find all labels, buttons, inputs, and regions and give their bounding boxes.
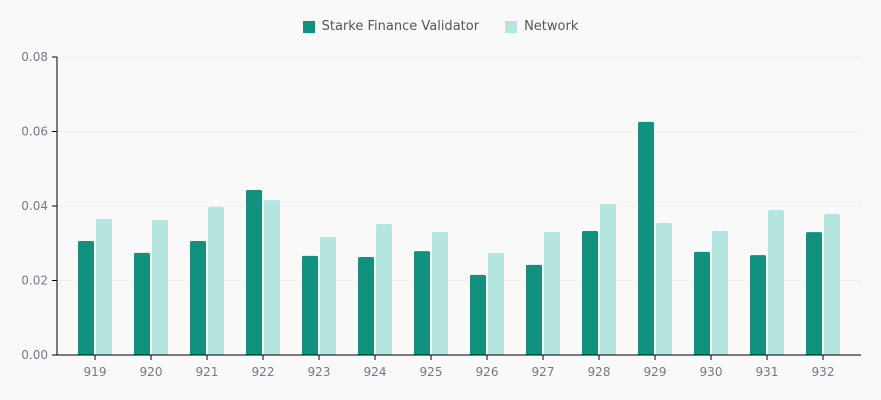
bar-validator-926 — [470, 274, 486, 355]
bar-validator-924 — [358, 257, 374, 355]
bar-validator-930 — [694, 251, 710, 355]
bar-network-923 — [320, 236, 336, 355]
bar-network-925 — [432, 232, 448, 355]
x-tick-label: 919 — [84, 365, 107, 379]
x-tick-label: 925 — [420, 365, 443, 379]
bar-validator-919 — [78, 241, 94, 355]
bar-network-920 — [152, 220, 168, 355]
bar-network-930 — [712, 230, 728, 355]
bar-validator-928 — [582, 230, 598, 355]
bar-network-919 — [96, 219, 112, 355]
x-tick-label: 929 — [644, 365, 667, 379]
bar-network-929 — [656, 223, 672, 355]
bar-validator-923 — [302, 255, 318, 355]
legend-item-network[interactable]: Network — [505, 19, 578, 34]
bar-network-921 — [208, 207, 224, 355]
x-tick-label: 922 — [252, 365, 275, 379]
x-tick-label: 921 — [196, 365, 219, 379]
x-tick-label: 924 — [364, 365, 387, 379]
bar-network-927 — [544, 232, 560, 355]
bar-validator-932 — [806, 232, 822, 355]
bar-validator-931 — [750, 255, 766, 355]
bar-network-932 — [824, 213, 840, 355]
bar-validator-922 — [246, 189, 262, 355]
bar-network-924 — [376, 223, 392, 355]
x-tick-label: 920 — [140, 365, 163, 379]
x-tick-label: 932 — [812, 365, 835, 379]
legend-label-validator: Starke Finance Validator — [321, 19, 480, 34]
legend: Starke Finance Validator Network — [0, 19, 881, 34]
legend-swatch-validator — [302, 20, 315, 33]
x-tick-label: 926 — [476, 365, 499, 379]
bar-validator-920 — [134, 252, 150, 355]
y-tick-label: 0.06 — [21, 125, 48, 139]
bar-network-926 — [488, 252, 504, 355]
x-tick-label: 931 — [756, 365, 779, 379]
legend-label-network: Network — [524, 19, 579, 34]
bar-validator-927 — [526, 264, 542, 355]
bar-validator-925 — [414, 251, 430, 355]
x-tick-label: 930 — [700, 365, 723, 379]
bar-validator-921 — [190, 241, 206, 355]
legend-item-validator[interactable]: Starke Finance Validator — [302, 19, 480, 34]
x-tick-label: 927 — [532, 365, 555, 379]
legend-swatch-network — [505, 20, 518, 33]
y-tick-label: 0.00 — [21, 348, 48, 362]
x-tick-label: 928 — [588, 365, 611, 379]
y-tick-label: 0.04 — [21, 199, 48, 213]
x-tick-label: 923 — [308, 365, 331, 379]
y-tick-label: 0.02 — [21, 274, 48, 288]
bar-network-928 — [600, 204, 616, 355]
bar-validator-929 — [638, 121, 654, 355]
bar-network-931 — [768, 210, 784, 355]
y-tick-label: 0.08 — [21, 50, 48, 64]
bar-network-922 — [264, 200, 280, 355]
